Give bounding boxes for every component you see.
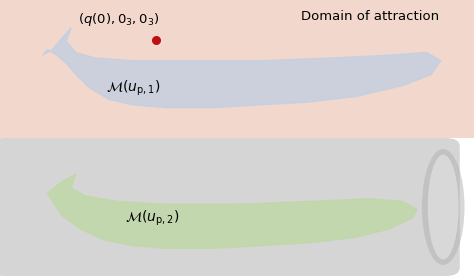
Polygon shape [47,174,417,248]
FancyBboxPatch shape [0,138,460,276]
Polygon shape [43,28,441,108]
Ellipse shape [428,155,459,259]
Text: $\mathcal{M}(u_{\mathrm{p},2})$: $\mathcal{M}(u_{\mathrm{p},2})$ [125,208,179,228]
Text: $(q(0), 0_3, 0_3)$: $(q(0), 0_3, 0_3)$ [78,11,159,28]
Text: $\mathcal{M}(u_{\mathrm{p},1})$: $\mathcal{M}(u_{\mathrm{p},1})$ [106,79,160,98]
Ellipse shape [422,149,465,265]
FancyBboxPatch shape [0,0,474,144]
Text: Domain of attraction: Domain of attraction [301,10,439,23]
